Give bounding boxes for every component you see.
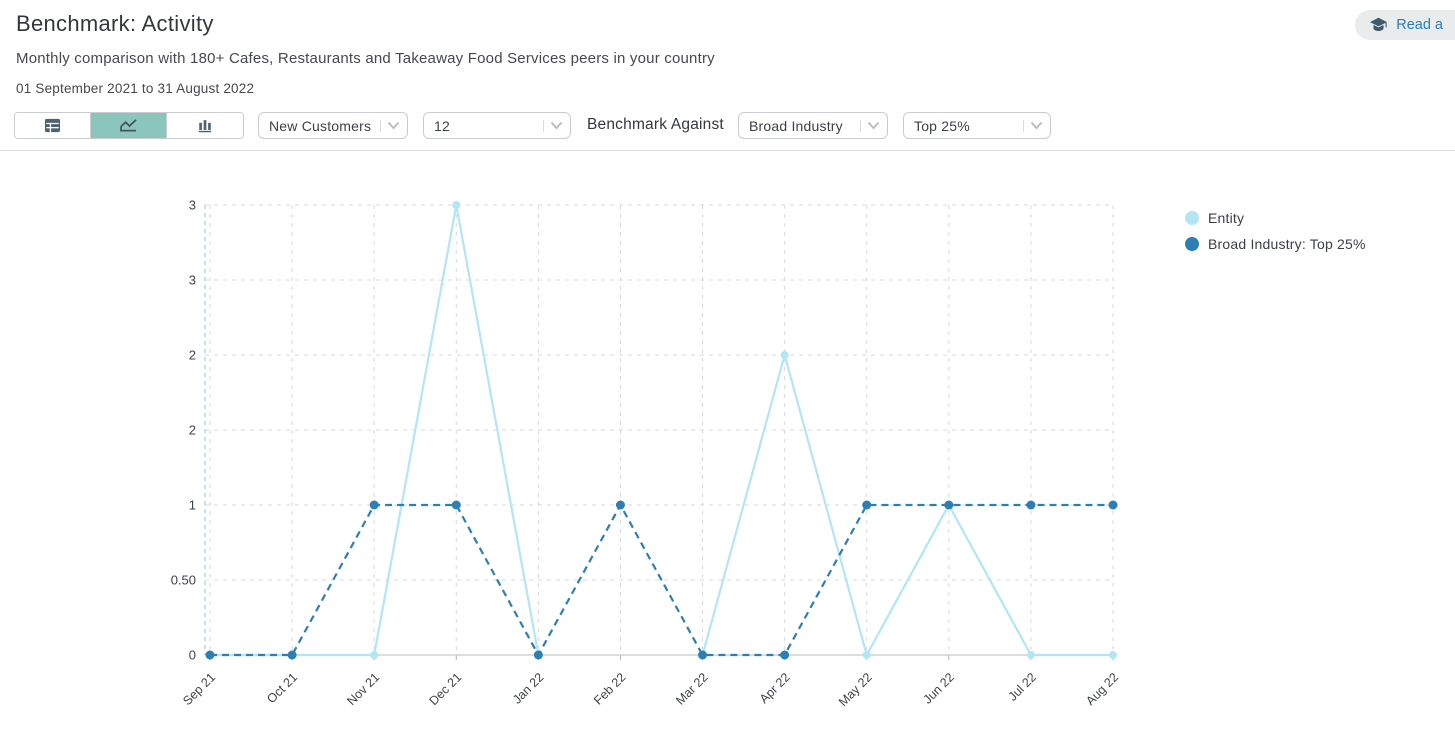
svg-text:Jan 22: Jan 22 (510, 670, 546, 706)
svg-text:Sep 21: Sep 21 (180, 670, 218, 708)
table-icon (44, 118, 61, 133)
svg-text:Oct 21: Oct 21 (264, 670, 300, 706)
svg-text:Jul 22: Jul 22 (1006, 670, 1040, 704)
chart-legend: Entity Broad Industry: Top 25% (1185, 210, 1366, 252)
svg-text:Mar 22: Mar 22 (673, 670, 710, 707)
read-article-label: Read a (1396, 17, 1443, 33)
svg-text:May 22: May 22 (836, 670, 875, 709)
date-range: 01 September 2021 to 31 August 2022 (16, 81, 255, 96)
chevron-down-icon (387, 121, 400, 130)
percentile-select[interactable]: Top 25% (903, 112, 1051, 139)
dropdown-divider (380, 119, 381, 132)
svg-text:0.50: 0.50 (171, 573, 196, 588)
benchmark-line-chart: 3 3 2 2 1 0.50 0 Sep 21 Oct 21 Nov 21 Dec 21 Jan 22… (171, 198, 1121, 710)
legend-label-benchmark: Broad Industry: Top 25% (1208, 236, 1366, 252)
page-title: Benchmark: Activity (16, 11, 214, 36)
read-article-button[interactable]: Read a (1355, 10, 1455, 40)
svg-text:3: 3 (189, 273, 196, 288)
svg-text:2: 2 (189, 423, 196, 438)
svg-text:2: 2 (189, 348, 196, 363)
bar-chart-view-button[interactable] (167, 113, 243, 138)
svg-text:Jun 22: Jun 22 (921, 670, 957, 706)
chevron-down-icon (550, 121, 563, 130)
view-toggle-group (14, 112, 244, 139)
percentile-select-value: Top 25% (914, 117, 970, 134)
dropdown-divider (860, 119, 861, 132)
svg-text:3: 3 (189, 198, 196, 213)
line-chart-icon (119, 118, 138, 133)
industry-select[interactable]: Broad Industry (738, 112, 888, 139)
toolbar-divider (0, 150, 1455, 151)
benchmark-against-label: Benchmark Against (587, 116, 724, 133)
months-select-value: 12 (434, 117, 450, 134)
svg-text:Dec 21: Dec 21 (426, 670, 464, 708)
dropdown-divider (543, 119, 544, 132)
graduation-cap-icon (1369, 17, 1388, 34)
legend-dot-benchmark (1185, 237, 1199, 251)
svg-text:Aug 22: Aug 22 (1083, 670, 1121, 708)
svg-text:Feb 22: Feb 22 (591, 670, 628, 707)
legend-item-entity: Entity (1185, 210, 1366, 226)
bar-chart-icon (197, 118, 213, 133)
chevron-down-icon (867, 121, 880, 130)
line-chart-view-button[interactable] (91, 113, 167, 138)
svg-text:0: 0 (189, 648, 196, 663)
chevron-down-icon (1030, 121, 1043, 130)
metric-select-value: New Customers (269, 117, 372, 134)
industry-select-value: Broad Industry (749, 117, 843, 134)
legend-dot-entity (1185, 211, 1199, 225)
svg-text:Nov 21: Nov 21 (344, 670, 382, 708)
svg-text:1: 1 (189, 498, 196, 513)
legend-label-entity: Entity (1208, 210, 1245, 226)
dropdown-divider (1023, 119, 1024, 132)
table-view-button[interactable] (15, 113, 91, 138)
months-select[interactable]: 12 (423, 112, 571, 139)
legend-item-benchmark: Broad Industry: Top 25% (1185, 236, 1366, 252)
page-subtitle: Monthly comparison with 180+ Cafes, Rest… (16, 50, 715, 67)
svg-text:Apr 22: Apr 22 (757, 670, 793, 706)
metric-select[interactable]: New Customers (258, 112, 408, 139)
